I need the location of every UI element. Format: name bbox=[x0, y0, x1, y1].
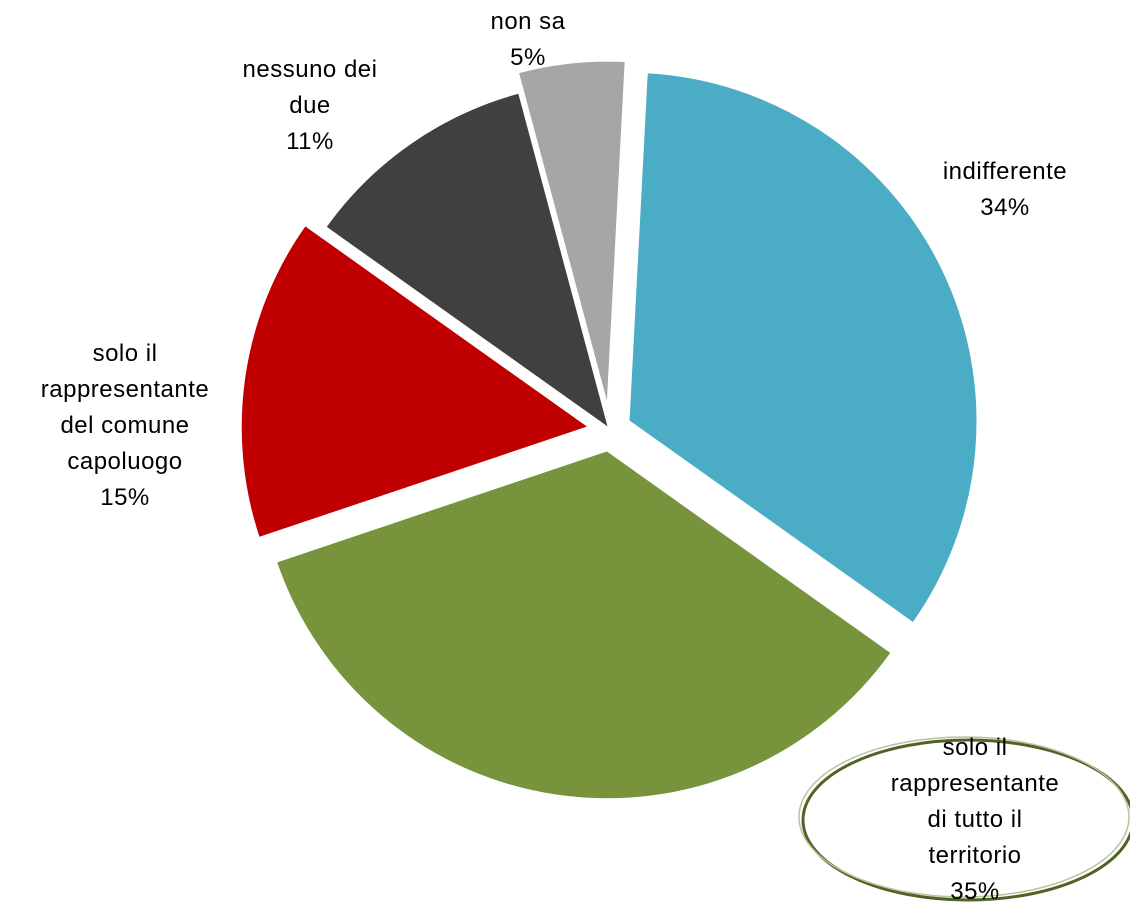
pie-slice-0 bbox=[626, 70, 980, 627]
slice-label-indifferente: indifferente 34% bbox=[942, 158, 1068, 221]
pie-slice-4 bbox=[515, 58, 628, 411]
pie-slice-2 bbox=[238, 222, 594, 541]
slice-label-non-sa: non sa 5% bbox=[490, 8, 566, 71]
pie-slice-3 bbox=[322, 90, 613, 434]
slice-label-tutto-territorio: solo il rappresentante di tutto il terri… bbox=[890, 734, 1060, 905]
label-highlight-ellipse bbox=[801, 738, 1130, 902]
slice-label-comune-capoluogo: solo il rappresentante del comune capolu… bbox=[40, 340, 210, 511]
pie-slice-1 bbox=[273, 448, 895, 802]
label-highlight-ellipse-shadow bbox=[798, 736, 1130, 898]
slice-label-nessuno: nessuno dei due 11% bbox=[242, 56, 378, 155]
